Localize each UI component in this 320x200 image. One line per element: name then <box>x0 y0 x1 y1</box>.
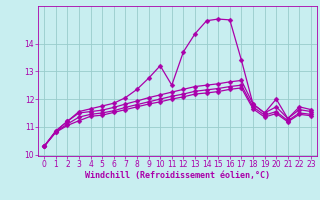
X-axis label: Windchill (Refroidissement éolien,°C): Windchill (Refroidissement éolien,°C) <box>85 171 270 180</box>
